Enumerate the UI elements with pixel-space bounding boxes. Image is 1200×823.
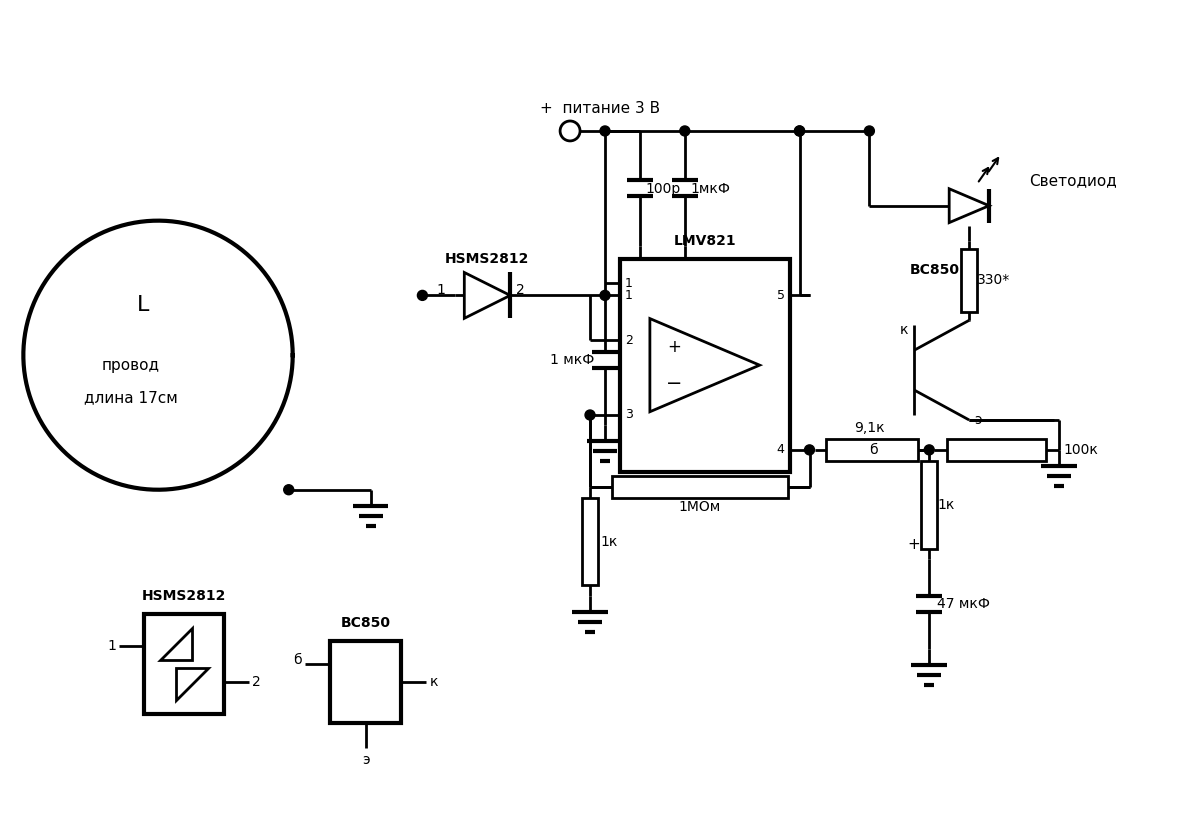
Text: б: б [869, 443, 878, 457]
Text: длина 17см: длина 17см [84, 391, 178, 406]
Circle shape [864, 126, 875, 136]
Text: 1: 1 [437, 283, 445, 297]
Text: +  питание 3 В: + питание 3 В [540, 100, 660, 115]
Text: 1к: 1к [937, 498, 954, 512]
Bar [620, 258, 790, 472]
Text: к: к [899, 323, 908, 337]
Circle shape [418, 291, 427, 300]
Text: 100р: 100р [646, 182, 682, 196]
Text: HSMS2812: HSMS2812 [142, 589, 226, 603]
Text: +: + [907, 537, 920, 552]
Circle shape [586, 410, 595, 420]
Text: +: + [667, 338, 682, 356]
Circle shape [283, 485, 294, 495]
Text: Светодиод: Светодиод [1030, 174, 1117, 188]
Text: 47 мкФ: 47 мкФ [937, 597, 990, 611]
Text: 1: 1 [625, 289, 632, 302]
Bar [612, 476, 787, 498]
Circle shape [600, 126, 610, 136]
Text: 1: 1 [625, 277, 632, 290]
Text: 2: 2 [252, 675, 260, 689]
Text: провод: провод [102, 358, 160, 373]
Text: HSMS2812: HSMS2812 [445, 252, 529, 266]
Bar [144, 614, 224, 714]
Text: к: к [430, 675, 438, 689]
Bar [947, 439, 1046, 461]
Circle shape [600, 291, 610, 300]
Bar [330, 641, 402, 723]
Polygon shape [650, 319, 760, 412]
Circle shape [794, 126, 804, 136]
Bar [582, 498, 598, 585]
Text: 2: 2 [625, 334, 632, 346]
Text: 9,1к: 9,1к [854, 421, 884, 435]
Text: 1МОм: 1МОм [679, 500, 721, 514]
Text: э: э [974, 413, 982, 427]
Text: −: − [666, 374, 683, 393]
Polygon shape [949, 188, 989, 223]
Circle shape [924, 445, 935, 455]
Polygon shape [160, 628, 192, 660]
Text: BC850: BC850 [341, 616, 390, 630]
Text: 1 мкФ: 1 мкФ [550, 353, 594, 367]
Text: 330*: 330* [977, 273, 1010, 287]
Text: 1: 1 [107, 639, 116, 653]
Circle shape [680, 126, 690, 136]
Text: L: L [137, 295, 149, 315]
Bar [922, 461, 937, 549]
Polygon shape [464, 272, 510, 319]
Text: 5: 5 [776, 289, 785, 302]
Text: б: б [293, 653, 301, 667]
Text: BC850: BC850 [910, 263, 959, 277]
Text: 1к: 1к [600, 535, 617, 549]
Text: LMV821: LMV821 [673, 234, 736, 248]
Text: 100к: 100к [1064, 443, 1099, 457]
Polygon shape [176, 668, 208, 700]
Circle shape [560, 121, 580, 141]
Bar [826, 439, 918, 461]
Text: 1мкФ: 1мкФ [691, 182, 731, 196]
Text: 4: 4 [776, 444, 785, 457]
Bar [961, 249, 977, 313]
Circle shape [794, 126, 804, 136]
Text: э: э [361, 753, 370, 767]
Text: 3: 3 [625, 408, 632, 421]
Circle shape [804, 445, 815, 455]
Text: 2: 2 [516, 283, 524, 297]
